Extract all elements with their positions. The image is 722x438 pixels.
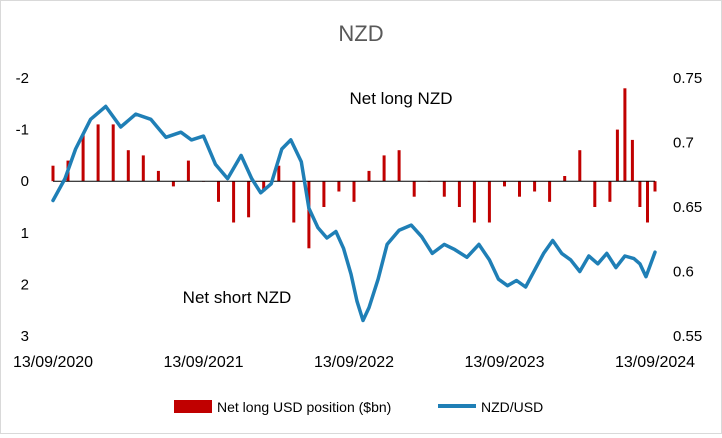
x-axis-tick-label: 13/09/2022 bbox=[314, 354, 394, 371]
bar bbox=[638, 181, 642, 207]
left-axis-tick-label: 1 bbox=[21, 225, 29, 242]
bar bbox=[518, 181, 521, 197]
bar bbox=[352, 181, 356, 202]
bar bbox=[382, 155, 386, 182]
bar bbox=[111, 124, 115, 182]
bar bbox=[412, 181, 416, 197]
bar bbox=[457, 181, 461, 207]
bar bbox=[232, 181, 236, 223]
series-line-nzdusd bbox=[51, 104, 657, 323]
left-axis-tick-label: -1 bbox=[16, 122, 29, 139]
legend-label-bars: Net long USD position ($bn) bbox=[217, 399, 391, 415]
bar bbox=[337, 181, 341, 192]
bar bbox=[247, 181, 251, 218]
right-axis-tick-label: 0.55 bbox=[673, 328, 702, 345]
bar bbox=[533, 181, 537, 192]
bar bbox=[397, 150, 401, 182]
bar bbox=[51, 165, 55, 182]
bar bbox=[487, 181, 491, 223]
x-axis-tick-label: 13/09/2020 bbox=[13, 354, 93, 371]
left-axis-tick-label: -2 bbox=[16, 70, 29, 87]
left-axis-tick-label: 0 bbox=[21, 173, 29, 190]
right-axis-tick-label: 0.6 bbox=[673, 264, 694, 281]
legend-swatch-bars bbox=[174, 400, 212, 413]
bar bbox=[367, 170, 371, 182]
left-axis-tick-label: 3 bbox=[21, 328, 29, 345]
bar bbox=[96, 124, 100, 182]
bar bbox=[156, 170, 160, 182]
bar bbox=[503, 181, 506, 187]
bar bbox=[578, 150, 582, 182]
x-axis-tick-label: 13/09/2023 bbox=[464, 354, 544, 371]
bar bbox=[186, 160, 190, 182]
x-axis-tick-label: 13/09/2021 bbox=[163, 354, 243, 371]
annotation-net-short: Net short NZD bbox=[183, 288, 292, 307]
legend-label-line: NZD/USD bbox=[481, 399, 543, 415]
bar bbox=[81, 134, 85, 182]
bar bbox=[608, 181, 612, 202]
bar bbox=[171, 181, 175, 187]
bar bbox=[653, 181, 657, 192]
bar bbox=[307, 181, 311, 249]
plot-area: -2 -1 0 1 2 3 0.55 0.6 0.65 0.7 0.75 13/09/2020 13/0… bbox=[13, 70, 702, 371]
bar bbox=[548, 181, 552, 202]
bar bbox=[217, 181, 220, 202]
legend: Net long USD position ($bn) NZD/USD bbox=[174, 399, 543, 415]
bar bbox=[623, 88, 627, 182]
bar bbox=[615, 129, 619, 182]
left-axis-tick-label: 2 bbox=[21, 276, 29, 293]
bar bbox=[262, 181, 266, 192]
bar bbox=[292, 181, 296, 223]
bar bbox=[472, 181, 476, 223]
bar bbox=[593, 181, 597, 207]
x-axis-tick-label: 13/09/2024 bbox=[615, 354, 695, 371]
bar bbox=[277, 165, 281, 182]
bar bbox=[126, 150, 130, 182]
bar bbox=[630, 139, 634, 182]
bar bbox=[141, 155, 145, 182]
chart-title: NZD bbox=[338, 21, 383, 46]
right-axis-tick-label: 0.7 bbox=[673, 135, 694, 152]
right-axis-tick-label: 0.75 bbox=[673, 70, 702, 87]
right-axis-tick-label: 0.65 bbox=[673, 199, 702, 216]
bar bbox=[442, 181, 446, 197]
bar bbox=[646, 181, 649, 223]
bar bbox=[322, 181, 326, 207]
bar bbox=[563, 176, 567, 182]
annotation-net-long: Net long NZD bbox=[350, 89, 453, 108]
